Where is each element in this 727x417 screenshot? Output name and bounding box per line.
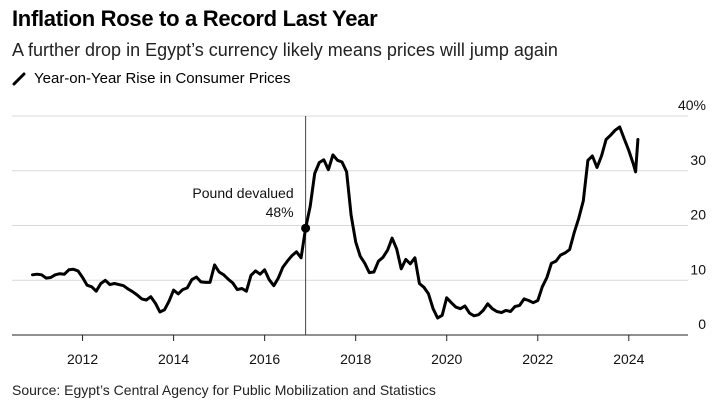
annotation-label: Pound devalued	[192, 185, 293, 201]
line-series-icon	[12, 72, 26, 85]
chart-title: Inflation Rose to a Record Last Year	[12, 6, 378, 31]
chart-subtitle: A further drop in Egypt’s currency likel…	[12, 40, 558, 60]
devaluation-point	[301, 223, 311, 233]
legend-label: Year-on-Year Rise in Consumer Prices	[34, 70, 291, 87]
series-line	[31, 125, 640, 320]
x-tick-label: 2020	[431, 351, 462, 367]
annotation-value: 48%	[266, 204, 294, 220]
x-tick-label: 2022	[522, 351, 553, 367]
y-tick-label: 30	[690, 152, 706, 168]
y-tick-label: 10	[690, 261, 706, 277]
y-tick-label: 0	[698, 316, 706, 332]
x-tick-label: 2012	[67, 351, 98, 367]
x-tick-label: 2018	[340, 351, 371, 367]
source-note: Source: Egypt’s Central Agency for Publi…	[12, 382, 436, 398]
x-tick-label: 2014	[158, 351, 189, 367]
x-tick-label: 2024	[613, 351, 644, 367]
x-tick-label: 2016	[249, 351, 280, 367]
y-tick-label: 20	[690, 207, 706, 223]
chart-legend: Year-on-Year Rise in Consumer Prices	[12, 70, 291, 87]
y-tick-label: 40%	[678, 97, 706, 113]
